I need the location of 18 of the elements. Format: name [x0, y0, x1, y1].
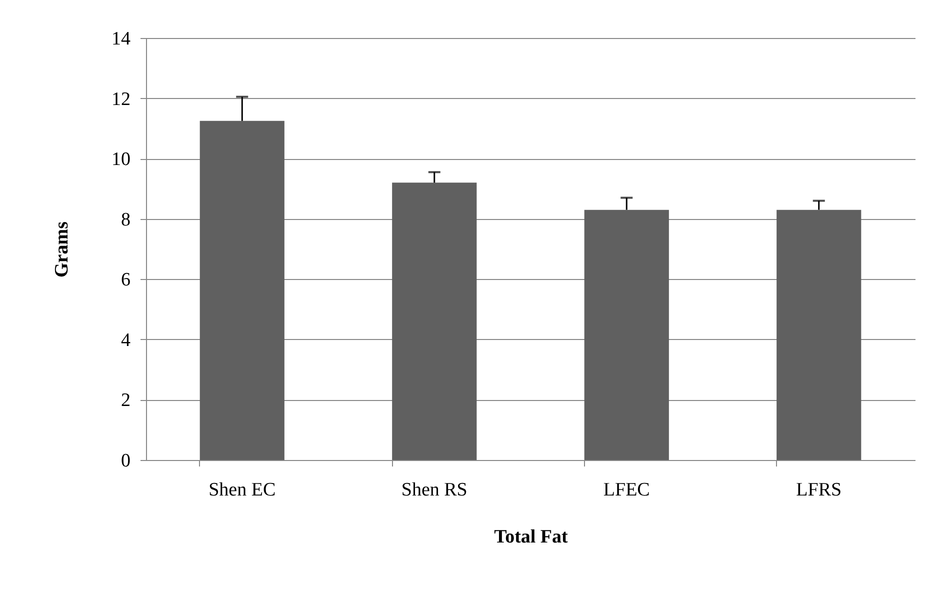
bar — [584, 210, 669, 460]
x-tick-label: Shen RS — [401, 480, 468, 500]
y-tick-label: 4 — [121, 330, 131, 351]
y-tick-label: 6 — [121, 270, 130, 291]
y-tick-label: 10 — [112, 149, 130, 170]
bar — [392, 182, 477, 460]
bar — [776, 210, 862, 460]
y-tick-label: 2 — [121, 390, 130, 412]
y-tick-label: 14 — [112, 28, 131, 50]
x-tick-label: LFRS — [796, 480, 842, 500]
y-tick-label: 0 — [121, 450, 130, 472]
x-axis-title: Total Fat — [494, 526, 569, 548]
x-tick-label: Shen EC — [208, 480, 276, 500]
y-axis-title: Grams — [52, 222, 72, 278]
y-tick-label: 12 — [112, 88, 130, 110]
y-tick-label: 8 — [121, 209, 130, 230]
bar — [200, 120, 284, 460]
x-tick-label: LFEC — [603, 480, 650, 500]
